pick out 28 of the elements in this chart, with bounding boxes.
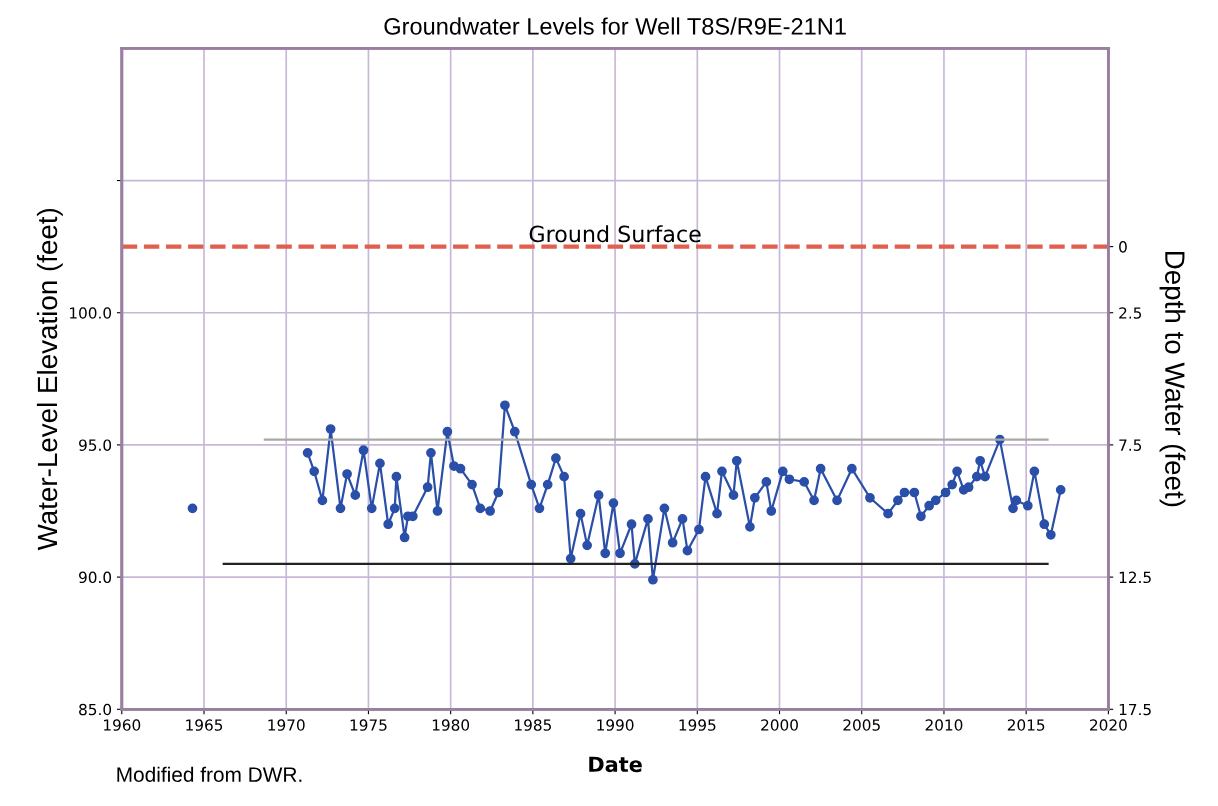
x-tick-label: 2020 (1090, 719, 1127, 731)
x-tick-label: 2010 (925, 719, 963, 731)
y-tick-label: 90.0 (79, 571, 112, 584)
y2-tick-label: 12.5 (1119, 571, 1151, 584)
x-tick-label: 2015 (1007, 719, 1045, 731)
y-tick-label: 100.0 (70, 307, 112, 319)
x-tick-label: 2005 (843, 719, 880, 731)
x-tick-label: 1975 (350, 719, 387, 731)
x-tick-label: 2000 (761, 719, 798, 731)
x-tick-label: 1995 (679, 719, 716, 731)
chart-title: Groundwater Levels for Well T8S/R9E-21N1 (384, 17, 846, 35)
x-tick-label: 1985 (515, 719, 551, 731)
x-tick-label: 1965 (186, 719, 223, 731)
y-tick-label: 95.0 (79, 439, 112, 451)
y2-tick-label: 17.5 (1119, 703, 1151, 716)
y-axis-title: Water-Level Elevation (feet) (36, 208, 63, 551)
x-tick-label: 1980 (432, 719, 470, 731)
y-tick-label: 85.0 (79, 703, 112, 716)
x-axis-title: Date (589, 756, 642, 773)
y2-tick-label: 2.5 (1119, 307, 1142, 319)
text: Modified from DWR. (117, 766, 302, 783)
x-tick-label: 1990 (597, 719, 634, 731)
ref-line-label: Ground Surface (529, 225, 701, 243)
x-tick-label: 1960 (104, 719, 141, 731)
y2-tick-label: 7.5 (1119, 439, 1142, 451)
y2-tick-label: 0 (1119, 241, 1127, 253)
x-tick-label: 1970 (268, 719, 305, 731)
y2-axis-title: Depth to Water (feet) (1159, 251, 1186, 507)
